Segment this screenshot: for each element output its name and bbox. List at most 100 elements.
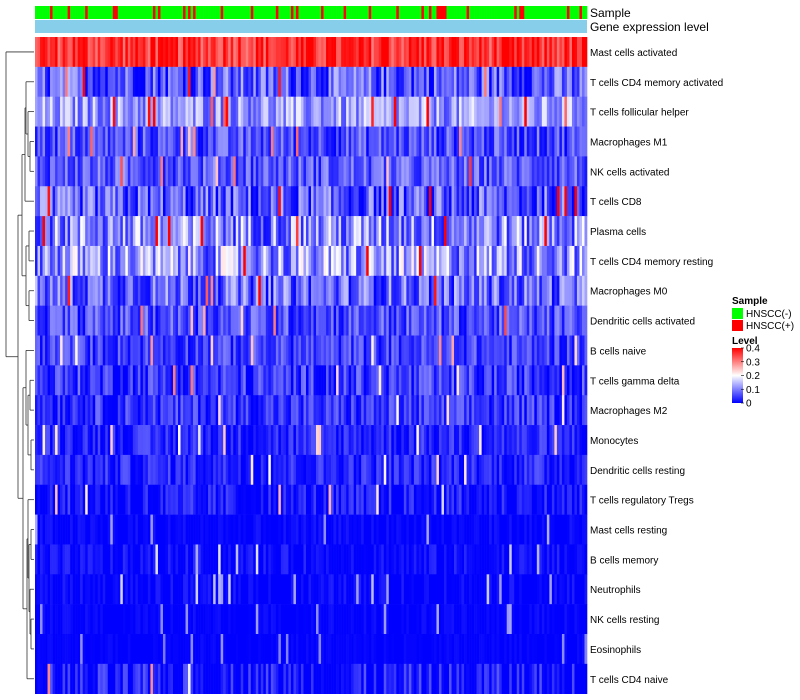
heatmap-cell [479, 275, 482, 306]
heatmap-cell [331, 574, 334, 605]
heatmap-cell [406, 365, 410, 396]
heatmap-cell [37, 245, 41, 277]
heatmap-cell [280, 395, 284, 426]
heatmap-cell [95, 604, 99, 635]
heatmap-cell [323, 305, 327, 336]
heatmap-cell [426, 484, 430, 515]
heatmap-cell [526, 395, 530, 426]
heatmap-cell [87, 156, 91, 187]
heatmap-cell [183, 454, 186, 486]
heatmap-cell [381, 484, 385, 515]
sample-cell [541, 6, 545, 19]
heatmap-cell [253, 574, 257, 605]
heatmap-cell [541, 335, 545, 366]
heatmap-cell [85, 216, 88, 247]
heatmap-cell [85, 186, 88, 217]
heatmap-cell [559, 66, 563, 97]
heatmap-cell [52, 126, 56, 157]
heatmap-cell [198, 663, 201, 694]
heatmap-cell [441, 126, 445, 157]
heatmap-cell [516, 186, 520, 217]
heatmap-cell [145, 335, 149, 366]
heatmap-cell [67, 425, 71, 456]
sample-cell [549, 6, 553, 19]
heatmap-cell [165, 663, 169, 694]
heatmap-cell [298, 574, 302, 605]
heatmap-cell [398, 544, 402, 575]
heatmap-cell [366, 425, 370, 456]
heatmap-cell [471, 514, 475, 545]
heatmap-cell [253, 305, 257, 336]
heatmap-cell [323, 604, 327, 635]
heatmap-cell [564, 96, 568, 127]
heatmap-cell [223, 604, 226, 635]
heatmap-cell [250, 126, 254, 157]
heatmap-cell [55, 335, 58, 366]
heatmap-cell [561, 66, 565, 97]
heatmap-cell [388, 96, 392, 127]
heatmap-cell [331, 335, 334, 366]
heatmap-cell [72, 395, 76, 426]
heatmap-cell [150, 37, 154, 68]
heatmap-cell [167, 335, 171, 366]
heatmap-cell [160, 96, 164, 127]
heatmap-cell [363, 66, 367, 97]
heatmap-cell [150, 425, 154, 456]
heatmap-cell [243, 66, 247, 97]
heatmap-cell [57, 514, 61, 545]
heatmap-cell [42, 126, 46, 157]
heatmap-cell [428, 186, 432, 217]
heatmap-cell [579, 484, 583, 515]
heatmap-cell [210, 245, 214, 277]
heatmap-cell [178, 305, 181, 336]
heatmap-cell [152, 335, 156, 366]
sample-cell [225, 6, 229, 19]
heatmap-cell [524, 454, 528, 486]
heatmap-cell [215, 365, 219, 396]
heatmap-cell [426, 275, 430, 306]
heatmap-cell [474, 484, 477, 515]
heatmap-cell [471, 335, 475, 366]
heatmap-cell [263, 66, 267, 97]
heatmap-cell [308, 634, 312, 665]
heatmap-cell [396, 126, 400, 157]
heatmap-cell [167, 365, 171, 396]
heatmap-cell [270, 663, 274, 694]
heatmap-cell [484, 604, 487, 635]
heatmap-cell [55, 663, 58, 694]
heatmap-cell [110, 484, 114, 515]
heatmap-cell [464, 454, 467, 486]
heatmap-cell [77, 604, 81, 635]
heatmap-cell [127, 514, 131, 545]
heatmap-cell [278, 454, 282, 486]
heatmap-cell [464, 395, 467, 426]
heatmap-cell [388, 634, 392, 665]
heatmap-cell [461, 335, 465, 366]
heatmap-cell [489, 425, 492, 456]
heatmap-cell [569, 574, 573, 605]
sample-cell [245, 6, 249, 19]
heatmap-cell [145, 186, 149, 217]
heatmap-cell [406, 245, 410, 277]
heatmap-cell [223, 395, 226, 426]
heatmap-cell [398, 574, 402, 605]
sample-cell [391, 6, 395, 19]
heatmap-cell [474, 544, 477, 575]
heatmap-cell [263, 544, 267, 575]
heatmap-cell [564, 186, 568, 217]
sample-cell [566, 6, 570, 19]
heatmap-cell [60, 395, 63, 426]
heatmap-cell [285, 66, 289, 97]
heatmap-cell [230, 604, 234, 635]
heatmap-cell [441, 305, 445, 336]
heatmap-cell [300, 663, 304, 694]
heatmap-cell [428, 634, 432, 665]
heatmap-cell [373, 126, 377, 157]
heatmap-cell [100, 454, 104, 486]
heatmap-cell [288, 96, 292, 127]
heatmap-cell [361, 574, 364, 605]
heatmap-cell [531, 216, 535, 247]
heatmap-cell [496, 454, 500, 486]
sample-cell [356, 6, 359, 19]
heatmap-cell [47, 574, 51, 605]
